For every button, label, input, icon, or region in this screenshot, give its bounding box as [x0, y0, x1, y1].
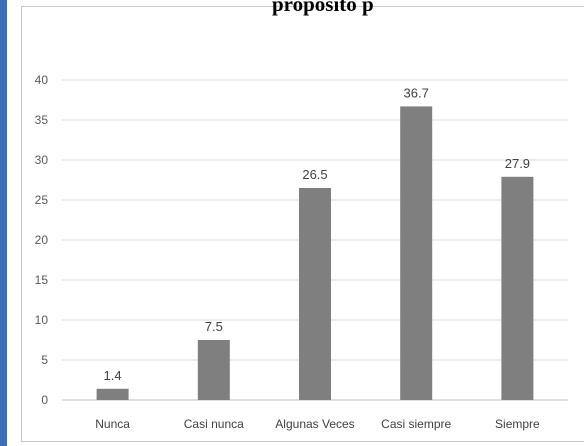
y-tick-label-25: 25: [35, 193, 49, 207]
x-tick-label-casi-nunca: Casi nunca: [184, 417, 244, 431]
data-label-nunca: 1.4: [104, 368, 122, 383]
x-axis: Nunca Casi nunca Algunas Veces Casi siempre…: [95, 417, 540, 431]
bar-casi-siempre: [400, 106, 433, 401]
x-tick-label-algunas-veces: Algunas Veces: [275, 417, 354, 431]
data-label-casi-siempre: 36.7: [404, 85, 429, 100]
y-tick-label-20: 20: [35, 233, 49, 247]
y-tick-label-10: 10: [35, 313, 49, 327]
bars: [96, 106, 534, 401]
bar-siempre: [501, 176, 534, 400]
data-label-algunas-veces: 26.5: [302, 167, 327, 182]
y-tick-label-30: 30: [35, 153, 49, 167]
x-tick-label-casi-siempre: Casi siempre: [381, 417, 451, 431]
y-axis: 0 5 10 15 20 25 30 35 40: [35, 73, 49, 407]
chart-title-fragment: propósito p: [272, 0, 374, 16]
bar-casi-nunca: [197, 340, 230, 400]
x-tick-label-nunca: Nunca: [95, 417, 130, 431]
bar-nunca: [96, 388, 129, 400]
data-labels: 1.4 7.5 26.5 36.7 27.9: [104, 85, 530, 382]
y-tick-label-5: 5: [41, 353, 48, 367]
data-label-casi-nunca: 7.5: [205, 319, 223, 334]
y-tick-label-15: 15: [35, 273, 49, 287]
data-label-siempre: 27.9: [505, 156, 530, 171]
y-tick-label-0: 0: [41, 393, 48, 407]
y-tick-label-40: 40: [35, 73, 49, 87]
chart-area-border: [21, 6, 584, 442]
x-tick-label-siempre: Siempre: [495, 417, 540, 431]
bar-algunas-veces: [299, 188, 331, 400]
y-tick-label-35: 35: [35, 113, 49, 127]
